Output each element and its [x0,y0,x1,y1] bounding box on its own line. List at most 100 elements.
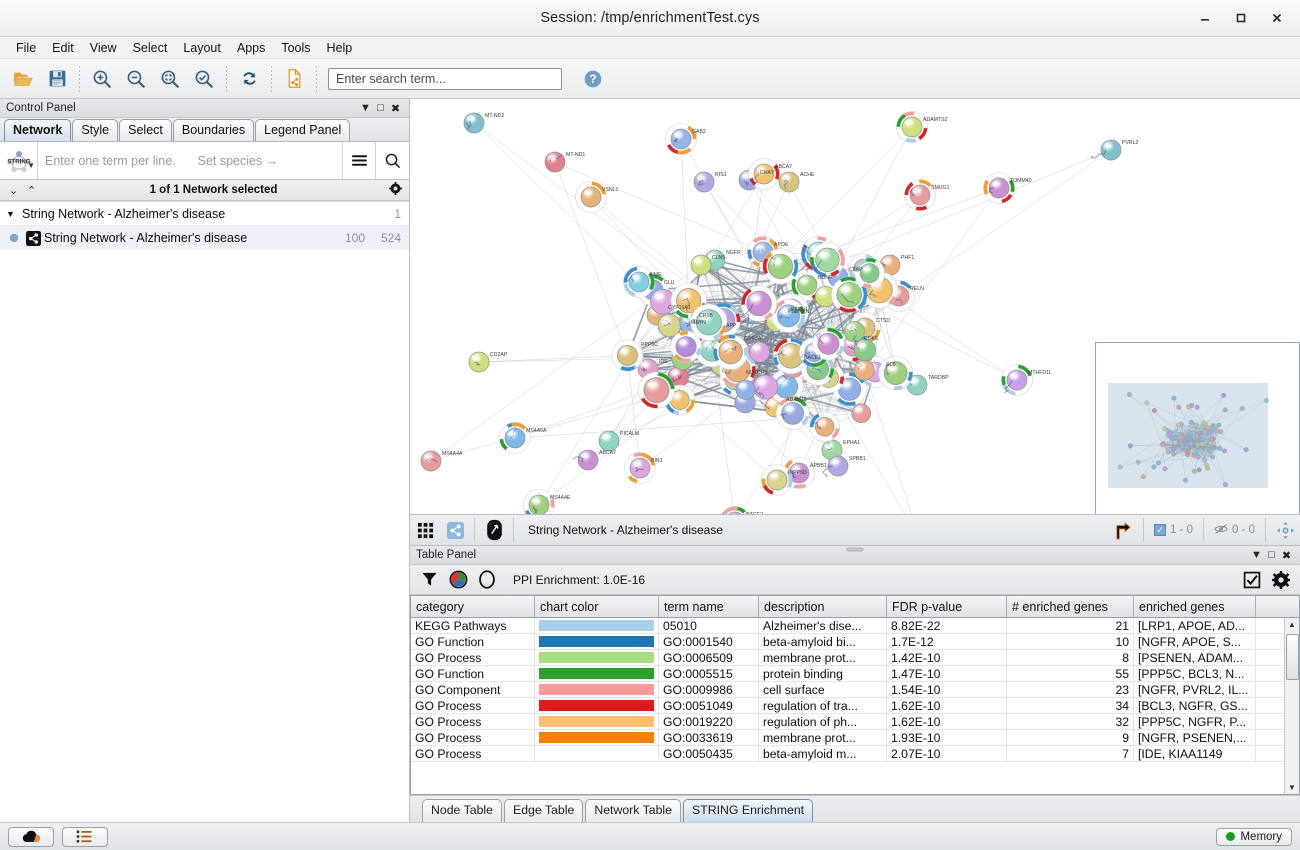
menu-apps[interactable]: Apps [236,40,266,55]
help-icon[interactable]: ? [576,62,610,96]
annotation-icon[interactable] [479,518,509,543]
menu-view[interactable]: View [89,40,117,55]
set-species-link[interactable]: Set species → [197,153,279,168]
save-icon[interactable] [40,62,74,96]
menu-layout[interactable]: Layout [183,40,221,55]
gear-icon[interactable] [1268,568,1294,592]
gear-icon[interactable] [388,182,403,198]
hidden-nodes-chip[interactable]: 0 - 0 [1208,523,1261,538]
network-group-count: 1 [394,206,401,221]
export-image-icon[interactable] [1109,518,1139,543]
share-icon[interactable] [440,518,470,543]
tab-network-table[interactable]: Network Table [585,799,682,822]
column-header-enriched-genes[interactable]: enriched genes [1134,596,1256,617]
split-handle[interactable] [845,541,865,552]
table-vertical-scrollbar[interactable]: ▲ ▼ [1284,618,1299,794]
string-term-input[interactable]: Enter one term per line. Set species → [38,142,343,179]
expand-all-icon[interactable]: ⌃ [26,184,37,197]
close-button[interactable] [1260,3,1294,33]
table-row[interactable]: GO Process GO:0019220 regulation of ph... 1… [411,714,1299,730]
table-row[interactable]: GO Function GO:0001540 beta-amyloid bi... 1… [411,634,1299,650]
selected-nodes-chip[interactable]: ✓ 1 - 0 [1148,524,1199,536]
tab-legend-panel[interactable]: Legend Panel [255,119,351,141]
search-input[interactable] [328,67,562,90]
tab-edge-table[interactable]: Edge Table [504,799,584,822]
zoom-fit-icon[interactable] [153,62,187,96]
column-header--enriched-genes[interactable]: # enriched genes [1007,596,1134,617]
cell-fdr-p-value: 1.47E-10 [887,666,1007,681]
menu-select[interactable]: Select [132,40,168,55]
minimize-button[interactable] [1188,3,1222,33]
tab-node-table[interactable]: Node Table [422,799,502,822]
string-logo-icon[interactable]: STRING ▼ [0,142,38,179]
control-panel-title: Control Panel [6,102,76,114]
tab-boundaries[interactable]: Boundaries [172,119,255,141]
refresh-icon[interactable] [232,62,266,96]
checkbox-icon: ✓ [1153,524,1166,536]
table-row[interactable]: GO Process GO:0033619 membrane prot... 1.93… [411,730,1299,746]
tab-select[interactable]: Select [119,119,172,141]
cell-category: GO Function [411,634,535,649]
birds-eye-viewport[interactable] [1108,383,1268,488]
export-network-icon[interactable] [277,62,311,96]
filter-icon[interactable] [416,568,442,592]
tab-network[interactable]: Network [4,119,72,141]
search-field[interactable] [334,70,556,87]
float-icon[interactable]: □ [1268,549,1275,561]
close-icon[interactable]: ✖ [1281,549,1292,562]
chart-color-icon[interactable] [445,568,471,592]
zoom-out-icon[interactable] [119,62,153,96]
window-title: Session: /tmp/enrichmentTest.cys [540,10,760,26]
network-group-row[interactable]: ▼ String Network - Alzheimer's disease 1 [0,202,409,226]
float-icon[interactable]: □ [377,102,384,114]
scroll-down-icon[interactable]: ▼ [1288,783,1296,792]
color-swatch [539,636,654,647]
chevron-down-icon[interactable]: ▼ [6,208,15,219]
donut-icon[interactable] [474,568,500,592]
select-all-icon[interactable] [1239,568,1265,592]
menu-bar: File Edit View Select Layout Apps Tools … [0,37,1300,59]
column-header-term-name[interactable]: term name [659,596,759,617]
network-item-row[interactable]: String Network - Alzheimer's disease 100… [0,226,409,250]
scroll-up-icon[interactable]: ▲ [1288,620,1296,629]
open-folder-icon[interactable] [6,62,40,96]
table-row[interactable]: GO Process GO:0050435 beta-amyloid m... 2.0… [411,746,1299,762]
menu-edit[interactable]: Edit [52,40,74,55]
chevron-down-icon[interactable]: ▼ [1251,549,1262,561]
zoom-selected-icon[interactable] [187,62,221,96]
cell-description: regulation of tra... [759,698,887,713]
maximize-button[interactable] [1224,3,1258,33]
column-header-chart-color[interactable]: chart color [535,596,659,617]
grid-layout-icon[interactable] [410,518,440,543]
cloud-icon[interactable] [8,826,54,847]
table-row[interactable]: KEGG Pathways 05010 Alzheimer's dise... 8.8… [411,618,1299,634]
list-icon[interactable] [62,826,108,847]
search-icon[interactable] [376,142,409,179]
tab-style[interactable]: Style [72,119,119,141]
close-icon[interactable]: ✖ [390,102,401,115]
menu-file[interactable]: File [16,40,37,55]
chevron-down-icon[interactable]: ▼ [360,102,371,114]
collapse-all-icon[interactable]: ⌄ [8,184,19,197]
menu-help[interactable]: Help [326,40,353,55]
menu-tools[interactable]: Tools [281,40,311,55]
zoom-in-icon[interactable] [85,62,119,96]
table-row[interactable]: GO Component GO:0009986 cell surface 1.54E-… [411,682,1299,698]
column-header-description[interactable]: description [759,596,887,617]
table-row[interactable]: GO Process GO:0006509 membrane prot... 1.42… [411,650,1299,666]
cell-fdr-p-value: 1.62E-10 [887,698,1007,713]
column-header-fdr-p-value[interactable]: FDR p-value [887,596,1007,617]
fit-content-icon[interactable] [1270,518,1300,543]
scrollbar-thumb[interactable] [1285,634,1299,680]
cell-term-name: GO:0001540 [659,634,759,649]
birds-eye-view[interactable] [1095,342,1300,514]
chevron-down-icon[interactable]: ▼ [27,161,35,170]
memory-status[interactable]: Memory [1216,827,1292,846]
network-canvas[interactable]: MT-ND2 MT-ND1 VSNL1 GAB2 ADAMTS2 PVRL2 TOMM40 S… [410,99,1300,514]
selected-nodes-count: 1 - 0 [1169,524,1193,536]
table-row[interactable]: GO Process GO:0051049 regulation of tra...… [411,698,1299,714]
tab-string-enrichment[interactable]: STRING Enrichment [683,799,814,822]
hamburger-icon[interactable] [343,142,376,179]
column-header-category[interactable]: category [411,596,535,617]
table-row[interactable]: GO Function GO:0005515 protein binding 1.47… [411,666,1299,682]
